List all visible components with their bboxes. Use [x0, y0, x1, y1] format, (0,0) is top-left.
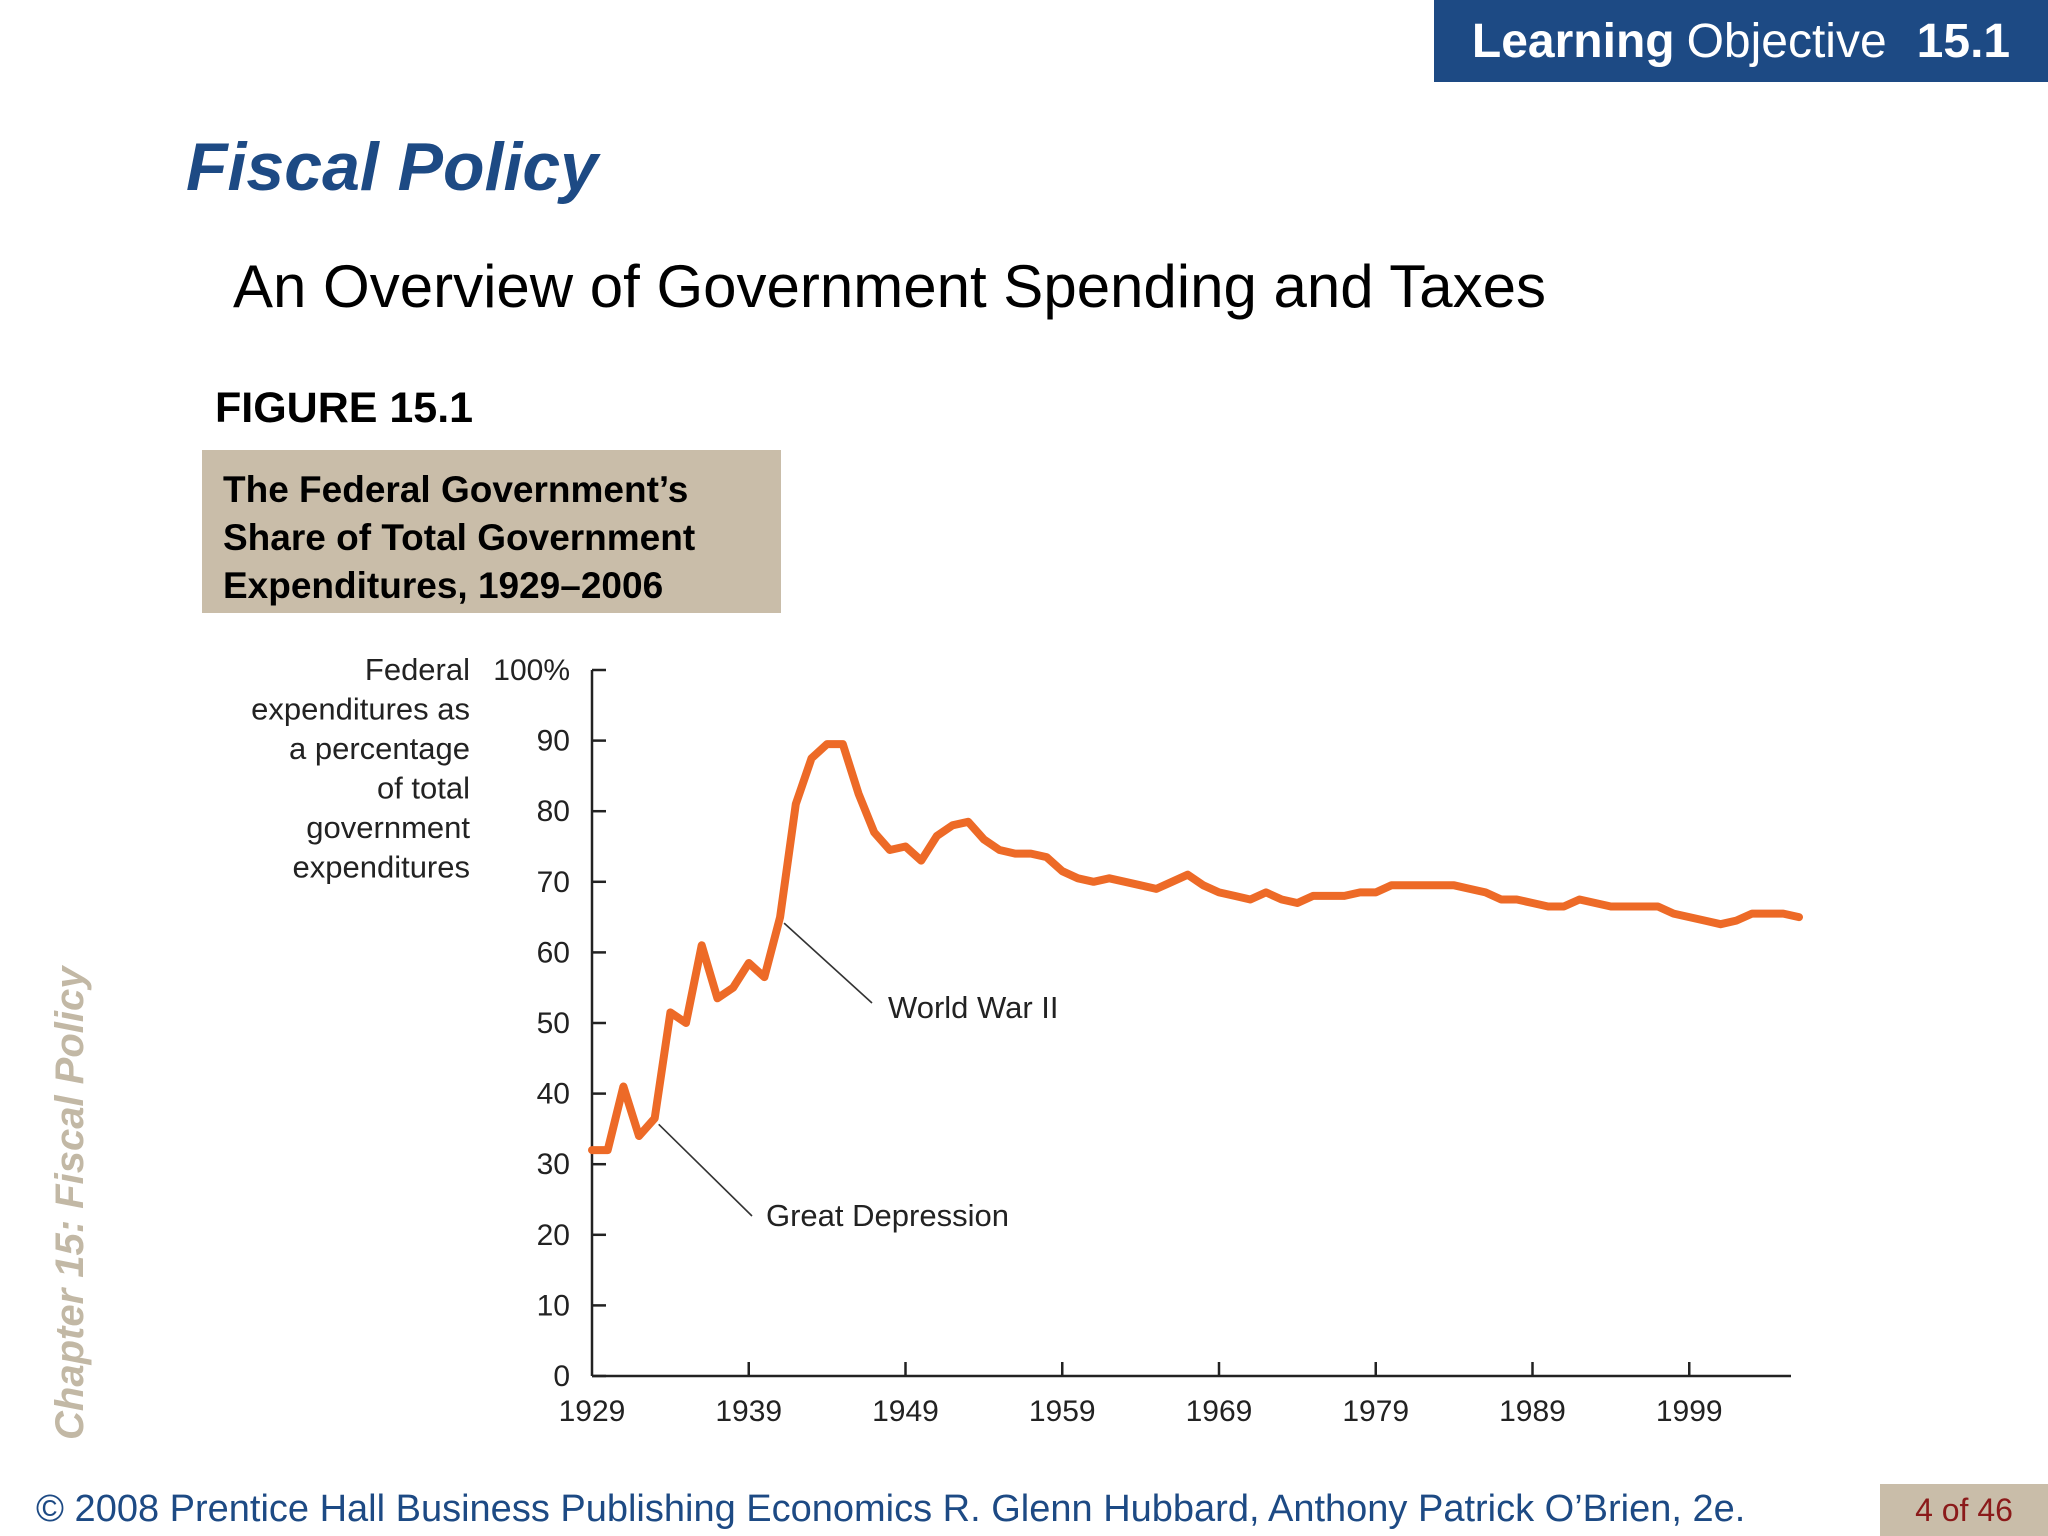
y-axis-label-line: expenditures as [251, 692, 470, 727]
lo-label: Objective [1686, 14, 1887, 68]
caption-line: Expenditures, 1929–2006 [223, 565, 664, 606]
footer-copyright: © 2008 Prentice Hall Business Publishing… [36, 1488, 1746, 1530]
y-axis-label-line: expenditures [292, 850, 470, 885]
x-tick-label: 1969 [1186, 1395, 1253, 1428]
y-tick-label: 30 [537, 1148, 570, 1181]
y-tick-label: 100% [493, 654, 570, 687]
figure-caption-box: The Federal Government’s Share of Total … [202, 450, 781, 613]
x-tick-label: 1999 [1656, 1395, 1723, 1428]
x-tick-label: 1989 [1499, 1395, 1566, 1428]
lo-number: 15.1 [1916, 14, 2011, 68]
y-tick-label: 0 [553, 1360, 570, 1393]
page-number: 4 of 46 [1880, 1484, 2048, 1536]
x-tick-label: 1979 [1342, 1395, 1409, 1428]
figure-label: FIGURE 15.1 [215, 384, 474, 432]
y-axis-label-line: of total [377, 771, 470, 806]
y-tick-label: 80 [537, 795, 570, 828]
line-chart: 0 10 20 30 40 50 60 70 80 90 100% 1929 1939 1949 1959 1… [251, 652, 1803, 1428]
lo-label-bold: Learning [1471, 14, 1675, 68]
x-tick-label: 1929 [559, 1395, 626, 1428]
annotation-leader-line [658, 1123, 753, 1217]
x-tick-label: 1939 [715, 1395, 782, 1428]
y-tick-label: 20 [537, 1219, 570, 1252]
y-tick-label: 50 [537, 1007, 570, 1040]
y-tick-label: 40 [537, 1078, 570, 1111]
series-line [588, 740, 1803, 1155]
y-tick-label: 60 [537, 936, 570, 969]
caption-line: The Federal Government’s [223, 469, 689, 510]
slide-title: Fiscal Policy [186, 129, 598, 205]
y-axis-label-line: government [306, 810, 470, 845]
annotation-label: Great Depression [766, 1198, 1009, 1233]
y-axis-label-line: a percentage [289, 731, 470, 766]
y-tick-label: 90 [537, 725, 570, 758]
annotation-label: World War II [888, 990, 1059, 1025]
y-tick-label: 70 [537, 866, 570, 899]
y-tick-label: 10 [537, 1289, 570, 1322]
annotation-leader-line [783, 922, 873, 1004]
learning-objective-badge: Learning Objective 15.1 [1434, 0, 2048, 82]
slide-subtitle: An Overview of Government Spending and T… [233, 253, 1546, 320]
x-tick-label: 1949 [872, 1395, 939, 1428]
x-tick-label: 1959 [1029, 1395, 1096, 1428]
caption-line: Share of Total Government [223, 517, 696, 558]
y-axis-label-line: Federal [365, 652, 470, 687]
